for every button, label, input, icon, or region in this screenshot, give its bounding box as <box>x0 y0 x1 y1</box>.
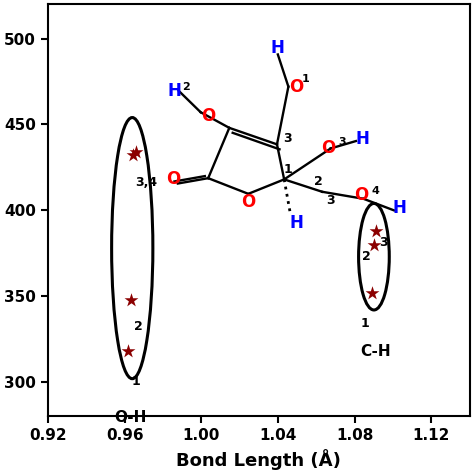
Text: 3: 3 <box>338 137 346 147</box>
Text: 3,4: 3,4 <box>135 176 157 189</box>
Text: H: H <box>356 130 369 148</box>
Text: O: O <box>241 193 255 211</box>
Text: 4: 4 <box>371 185 379 196</box>
Point <box>368 289 376 297</box>
Point <box>372 227 380 235</box>
Text: H: H <box>290 214 304 232</box>
Text: C-H: C-H <box>361 344 391 359</box>
Text: O-H: O-H <box>114 410 146 425</box>
Text: O: O <box>354 186 368 204</box>
Point <box>370 241 378 248</box>
Text: O: O <box>201 107 215 125</box>
Text: 2: 2 <box>314 175 323 188</box>
Point <box>132 148 139 155</box>
X-axis label: Bond Length (Å): Bond Length (Å) <box>176 449 341 470</box>
Text: O: O <box>321 139 336 157</box>
Text: O: O <box>166 171 181 188</box>
Text: 1: 1 <box>360 317 369 330</box>
Text: 3: 3 <box>326 194 335 207</box>
Text: H: H <box>167 82 182 100</box>
Text: 2: 2 <box>182 82 190 92</box>
Text: 3: 3 <box>379 236 387 249</box>
Text: 2: 2 <box>362 250 371 263</box>
Point <box>129 152 137 159</box>
Text: H: H <box>392 199 406 217</box>
Text: 2: 2 <box>134 320 143 333</box>
Text: 3: 3 <box>283 132 292 145</box>
Text: O: O <box>289 78 303 96</box>
Point <box>128 296 135 303</box>
Text: 1: 1 <box>131 375 140 388</box>
Text: 1: 1 <box>284 163 293 175</box>
Text: 1: 1 <box>301 74 309 84</box>
Point <box>125 347 132 355</box>
Text: H: H <box>271 39 285 57</box>
